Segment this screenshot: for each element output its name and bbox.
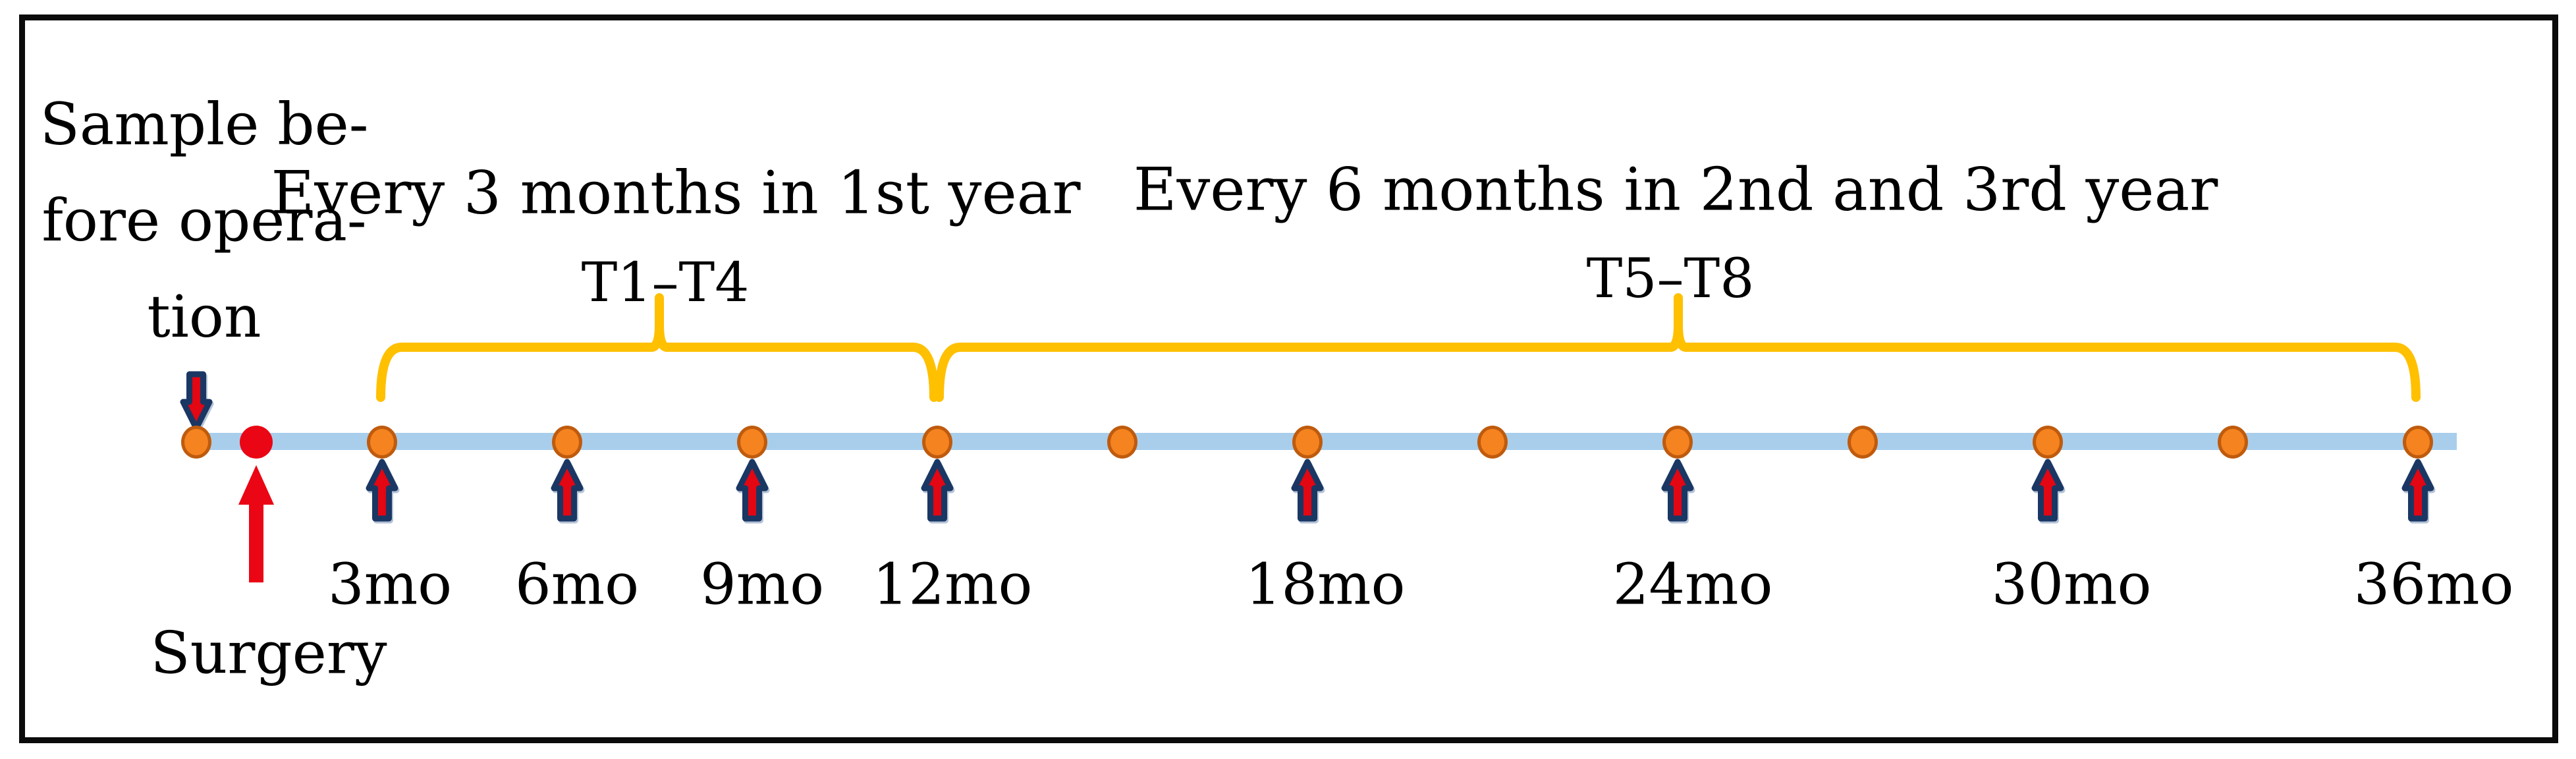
timeline-dot-month-24 <box>1662 426 1693 459</box>
timeline-dot-month-21 <box>1477 426 1508 459</box>
first-year-frequency-label: Every 3 months in 1st year <box>271 158 1081 228</box>
timeline-dot-month-12 <box>922 426 952 459</box>
brace-label-t5-t8: T5–T8 <box>1586 247 1755 310</box>
sample-label-line3: tion <box>147 283 261 351</box>
timeline-dot-month-3 <box>367 426 397 459</box>
surgery-arrow-icon <box>238 465 274 582</box>
month-label-month-18: 18mo <box>1245 551 1406 618</box>
month-label-month-9: 9mo <box>699 551 825 618</box>
pre-op-arrow-down-icon <box>180 371 213 432</box>
sample-label-line1: Sample be- <box>40 90 369 158</box>
sampling-arrow-up-icon <box>551 459 584 522</box>
sampling-arrow-up-icon <box>2031 459 2064 522</box>
brace-t1-t4 <box>376 293 939 402</box>
sample-label-line2: fore opera- <box>41 186 367 254</box>
sampling-arrow-up-icon <box>1661 459 1694 522</box>
later-years-frequency-label: Every 6 months in 2nd and 3rd year <box>1133 155 2218 225</box>
sampling-arrow-up-icon <box>2401 459 2434 522</box>
brace-t5-t8 <box>935 293 2421 402</box>
timeline-dot-month-27 <box>1848 426 1878 459</box>
timeline-dot-month-30 <box>2033 426 2063 459</box>
timeline-dot-month-18 <box>1292 426 1323 459</box>
sample-before-operation-label: Sample be- fore opera- tion <box>40 76 369 365</box>
brace-label-t1-t4: T1–T4 <box>581 251 750 314</box>
month-label-month-12: 12mo <box>872 551 1033 618</box>
month-label-month-36: 36mo <box>2353 551 2514 618</box>
sampling-arrow-up-icon <box>1291 459 1324 522</box>
timeline-dot-month-15 <box>1107 426 1137 459</box>
sampling-arrow-up-icon <box>366 459 398 522</box>
figure-border <box>19 14 2558 743</box>
sampling-arrow-up-icon <box>921 459 954 522</box>
month-label-month-24: 24mo <box>1612 551 1773 618</box>
sampling-arrow-up-icon <box>736 459 769 522</box>
timeline-dot-month-36 <box>2403 426 2433 459</box>
timeline-dot-month-33 <box>2218 426 2248 459</box>
timeline-dot-month-9 <box>737 426 767 459</box>
month-label-month-30: 30mo <box>1991 551 2152 618</box>
timeline-dot-month-6 <box>552 426 582 459</box>
surgery-label: Surgery <box>150 619 387 687</box>
month-label-month-6: 6mo <box>514 551 640 618</box>
surgery-dot <box>240 426 273 459</box>
month-label-month-3: 3mo <box>327 551 452 618</box>
timeline-dot-pre-operation-sample <box>181 426 211 459</box>
